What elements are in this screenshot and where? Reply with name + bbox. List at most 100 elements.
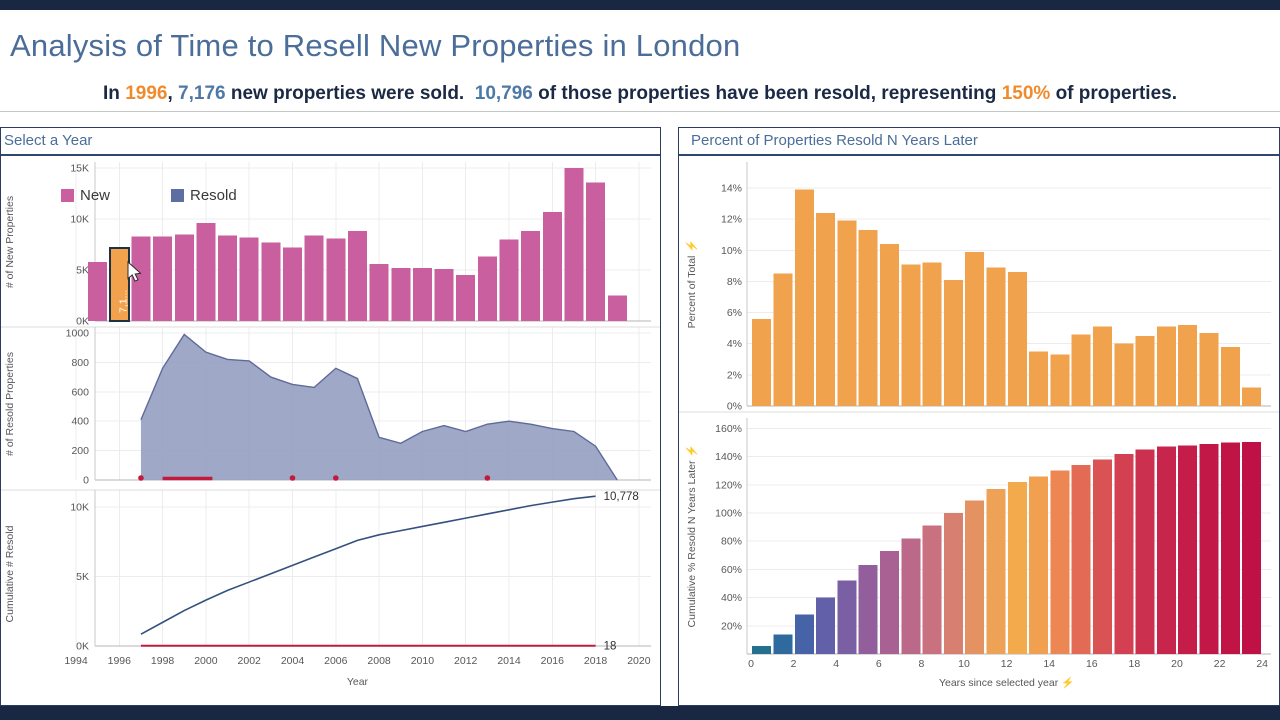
- year-bar[interactable]: [477, 256, 497, 321]
- tick-label: 1998: [151, 655, 175, 667]
- percent-bar: [1007, 272, 1027, 406]
- tick-label: 10K: [70, 502, 89, 514]
- tick-label: 2020: [627, 655, 651, 667]
- tick-label: 24: [1256, 658, 1268, 670]
- percent-bar: [858, 230, 878, 406]
- year-bar[interactable]: [218, 235, 238, 321]
- mouse-cursor-icon: [127, 260, 142, 282]
- percent-bar: [1050, 354, 1070, 406]
- tick-label: 20: [1171, 658, 1183, 670]
- subtitle-part: ,: [167, 83, 179, 104]
- year-bar[interactable]: [196, 223, 216, 321]
- tick-label: 160%: [715, 423, 742, 435]
- percent-bar: [901, 264, 921, 406]
- tick-label: 400: [71, 416, 89, 428]
- cumulative-percent-bar: [773, 634, 793, 654]
- tick-label: 60%: [721, 564, 742, 576]
- percent-bar: [1114, 343, 1134, 406]
- tick-label: 1000: [66, 328, 90, 340]
- percent-bar: [922, 262, 942, 406]
- red-line-annotation: 18: [604, 641, 617, 653]
- y-axis-title: Percent of Total ⚡: [685, 240, 698, 329]
- cumulative-percent-bar: [752, 646, 772, 654]
- percent-bar: [1220, 346, 1240, 406]
- panel-title-select-year: Select a Year: [1, 128, 660, 156]
- year-bar[interactable]: [347, 231, 367, 321]
- subtitle-part: of those properties have been resold, re…: [532, 83, 1002, 104]
- tick-label: 2004: [281, 655, 305, 667]
- tick-label: 16: [1086, 658, 1098, 670]
- tick-label: 5K: [76, 265, 89, 277]
- year-bar[interactable]: [434, 268, 454, 321]
- panel-percent-resold: Percent of Properties Resold N Years Lat…: [678, 127, 1280, 706]
- y-axis-title: Cumulative # Resold: [4, 525, 16, 622]
- subtitle: In 1996, 7,176 new properties were sold.…: [0, 83, 1280, 105]
- year-bar[interactable]: [88, 261, 108, 321]
- percent-bar: [1178, 325, 1198, 406]
- tick-label: 2010: [411, 655, 435, 667]
- tick-label: 0K: [76, 641, 89, 653]
- year-bar[interactable]: [542, 211, 562, 321]
- year-bar[interactable]: [131, 236, 151, 321]
- percent-bar: [943, 279, 963, 406]
- percent-bar: [1156, 326, 1176, 406]
- tick-label: 22: [1214, 658, 1226, 670]
- tick-label: 1996: [108, 655, 132, 667]
- legend-label-new: New: [80, 187, 110, 204]
- resold-area: [140, 334, 618, 480]
- tick-label: 8%: [727, 276, 742, 288]
- year-bar[interactable]: [521, 231, 541, 321]
- year-bar[interactable]: [239, 237, 259, 321]
- tick-label: 600: [71, 386, 89, 398]
- cumulative-percent-bar: [1156, 446, 1176, 654]
- year-bar[interactable]: [326, 238, 346, 321]
- year-bar[interactable]: [607, 295, 627, 322]
- tick-label: 2014: [497, 655, 521, 667]
- cumulative-percent-bar: [965, 500, 985, 654]
- tick-label: 2000: [194, 655, 218, 667]
- year-bar[interactable]: [456, 275, 476, 321]
- resold-area-outline: [140, 333, 618, 481]
- tick-label: 12: [1001, 658, 1013, 670]
- year-bar[interactable]: [412, 267, 432, 321]
- subtitle-part: new properties were sold.: [225, 83, 475, 104]
- tick-label: 0K: [76, 316, 89, 328]
- percent-bar: [837, 220, 857, 406]
- cumulative-percent-bar: [1178, 445, 1198, 654]
- year-bar[interactable]: [586, 182, 606, 321]
- tick-label: 0%: [727, 401, 742, 413]
- year-bar[interactable]: [369, 263, 389, 321]
- tick-label: 2002: [238, 655, 262, 667]
- percent-bar: [1242, 387, 1262, 406]
- tick-label: 2018: [584, 655, 608, 667]
- tick-label: 5K: [76, 571, 89, 583]
- year-bar[interactable]: [283, 247, 302, 321]
- red-mark-dot: [138, 475, 144, 481]
- year-bar[interactable]: [499, 239, 519, 321]
- tick-label: 4%: [727, 338, 742, 350]
- year-bar[interactable]: [153, 236, 173, 321]
- y-axis-title: # of New Properties: [4, 196, 16, 288]
- cumulative-percent-bar: [901, 538, 921, 654]
- tick-label: 10%: [721, 245, 742, 257]
- year-bar[interactable]: [261, 242, 281, 321]
- tick-label: 14: [1043, 658, 1055, 670]
- cumulative-percent-bar: [1135, 449, 1155, 654]
- selected-year-bar[interactable]: [108, 246, 130, 322]
- tick-label: 15K: [70, 163, 89, 175]
- year-bar[interactable]: [391, 267, 411, 321]
- year-bar[interactable]: [174, 234, 194, 321]
- year-bar[interactable]: [304, 235, 324, 321]
- cumulative-percent-bar: [794, 614, 814, 654]
- cumulative-percent-bar: [858, 565, 878, 654]
- cumulative-percent-bar: [1220, 442, 1240, 654]
- cumulative-percent-bar: [1050, 470, 1070, 654]
- tick-label: 8: [918, 658, 924, 670]
- percent-bar: [816, 212, 836, 406]
- tick-label: 800: [71, 357, 89, 369]
- tick-label: 2016: [541, 655, 565, 667]
- percent-bar: [880, 244, 899, 406]
- year-bar[interactable]: [564, 168, 584, 321]
- legend-swatch-new: [61, 189, 74, 202]
